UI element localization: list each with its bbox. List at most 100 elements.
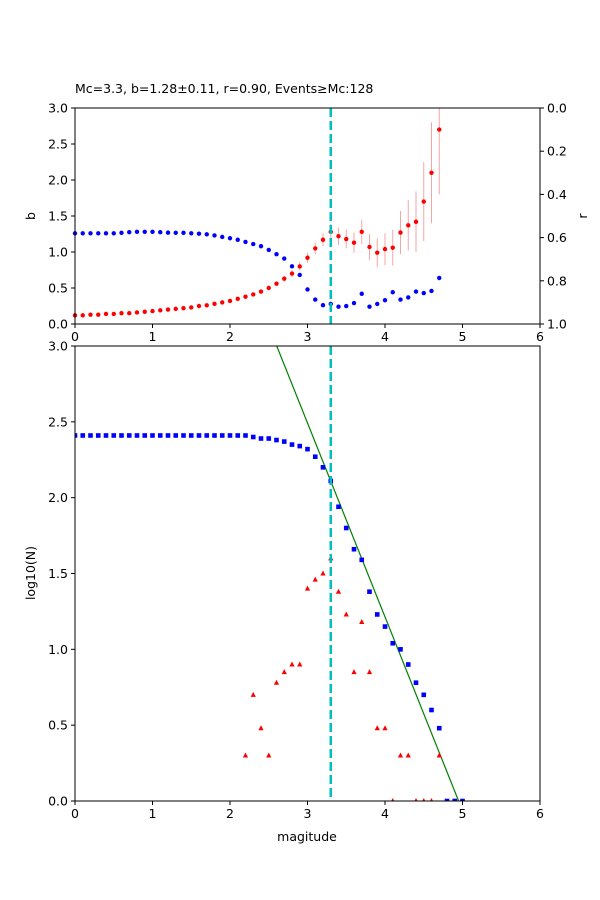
- cumulative-point: [382, 624, 388, 629]
- b-value-point: [212, 301, 217, 307]
- b-value-point: [367, 244, 372, 250]
- top-x-tick-label: 0: [71, 329, 79, 344]
- top-y2-axis-label: r: [575, 213, 590, 219]
- r-point: [367, 304, 372, 309]
- b-value-point: [142, 309, 147, 314]
- cumulative-point: [258, 436, 264, 441]
- non-cumulative-point: [359, 619, 365, 625]
- b-value-point: [437, 127, 442, 132]
- b-value-point: [103, 311, 109, 317]
- b-value-point: [150, 308, 155, 314]
- b-value-point: [88, 312, 93, 317]
- cumulative-point: [95, 433, 101, 438]
- non-cumulative-point: [391, 798, 395, 801]
- r-point: [212, 233, 217, 238]
- non-cumulative-point: [429, 798, 434, 801]
- b-value-point: [220, 300, 225, 305]
- r-point: [80, 231, 85, 236]
- top-plot-frame: [74, 107, 541, 325]
- cumulative-point: [243, 433, 248, 438]
- r-point: [274, 252, 279, 257]
- top-y2-tick-label: 0.4: [547, 187, 567, 202]
- cumulative-point: [274, 437, 279, 443]
- top-plot-area: 0 1 2 3 4 5 6 0.0 0.5 1.0 1.5 2.0 2.5 3.0 0.0 0.2 0.4 0.6…: [48, 101, 567, 345]
- cumulative-point: [165, 433, 171, 438]
- r-point: [305, 287, 310, 292]
- top-x-tick-label: 5: [459, 329, 467, 344]
- b-value-point: [196, 303, 202, 309]
- top-y2-tick-label: 1.0: [547, 317, 567, 332]
- b-value-point: [204, 303, 209, 308]
- b-value-point: [80, 313, 85, 318]
- top-x-tick-label: 1: [149, 329, 157, 344]
- r-point: [181, 230, 186, 236]
- b-value-point: [251, 292, 256, 297]
- r-point: [96, 231, 101, 236]
- bottom-x-tick-label: 3: [304, 806, 312, 821]
- cumulative-point: [312, 454, 318, 460]
- non-cumulative-point: [258, 725, 264, 731]
- r-point: [289, 264, 295, 269]
- bottom-x-tick-label: 5: [459, 806, 467, 821]
- top-x-tick-label: 3: [304, 329, 312, 344]
- r-point: [382, 298, 388, 303]
- bottom-y-tick-label: 0.0: [48, 794, 68, 809]
- b-value-point: [289, 271, 295, 276]
- cumulative-point: [173, 433, 179, 438]
- cumulative-point: [374, 612, 380, 617]
- non-cumulative-point: [266, 752, 272, 758]
- cumulative-point: [398, 647, 403, 652]
- b-value-point: [189, 305, 194, 310]
- cumulative-point: [405, 662, 411, 667]
- top-y-tick-label: 2.0: [48, 173, 68, 188]
- b-value-point: [127, 311, 132, 316]
- b-value-point: [165, 307, 171, 312]
- top-y2-tick-label: 0.6: [547, 230, 567, 245]
- cumulative-point: [266, 436, 272, 441]
- b-value-point: [266, 285, 271, 291]
- cumulative-point: [80, 433, 86, 438]
- cumulative-point: [320, 465, 326, 470]
- top-y-tick-label: 0.0: [48, 317, 68, 332]
- cumulative-point: [75, 433, 78, 438]
- non-cumulative-point: [281, 669, 287, 675]
- r-point: [336, 304, 341, 309]
- non-cumulative-point: [312, 576, 318, 582]
- cumulative-point: [351, 546, 357, 552]
- non-cumulative-point: [343, 611, 349, 617]
- r-point: [204, 232, 209, 237]
- b-value-point: [320, 237, 326, 242]
- bottom-x-tick-label: 4: [381, 806, 389, 821]
- non-cumulative-point: [335, 588, 342, 594]
- top-x-tick-label: 6: [536, 329, 544, 344]
- r-point: [320, 303, 326, 308]
- r-point: [437, 275, 442, 281]
- b-value-point: [398, 230, 403, 235]
- b-value-point: [274, 281, 279, 286]
- cumulative-point: [336, 504, 341, 510]
- non-cumulative-point: [397, 752, 404, 758]
- b-value-point: [429, 170, 434, 175]
- r-point: [429, 288, 434, 294]
- r-point: [220, 234, 225, 240]
- cumulative-point: [235, 433, 241, 438]
- cumulative-point: [367, 589, 372, 594]
- cumulative-point: [126, 433, 132, 438]
- bottom-plot-frame: [74, 345, 541, 802]
- r-point: [251, 241, 256, 247]
- non-cumulative-point: [304, 585, 311, 591]
- r-point: [150, 229, 155, 234]
- cumulative-point: [103, 433, 109, 438]
- non-cumulative-point: [374, 725, 380, 731]
- cumulative-point: [204, 433, 210, 438]
- bottom-y-tick-label: 1.0: [48, 642, 68, 657]
- cumulative-point: [460, 798, 465, 801]
- b-value-point: [413, 219, 419, 224]
- r-point: [142, 229, 147, 234]
- non-cumulative-point: [422, 798, 426, 801]
- r-point: [406, 295, 411, 300]
- cumulative-point: [111, 433, 117, 438]
- r-point: [421, 290, 426, 296]
- top-y-axis-label: b: [23, 212, 38, 220]
- cumulative-point: [281, 439, 287, 444]
